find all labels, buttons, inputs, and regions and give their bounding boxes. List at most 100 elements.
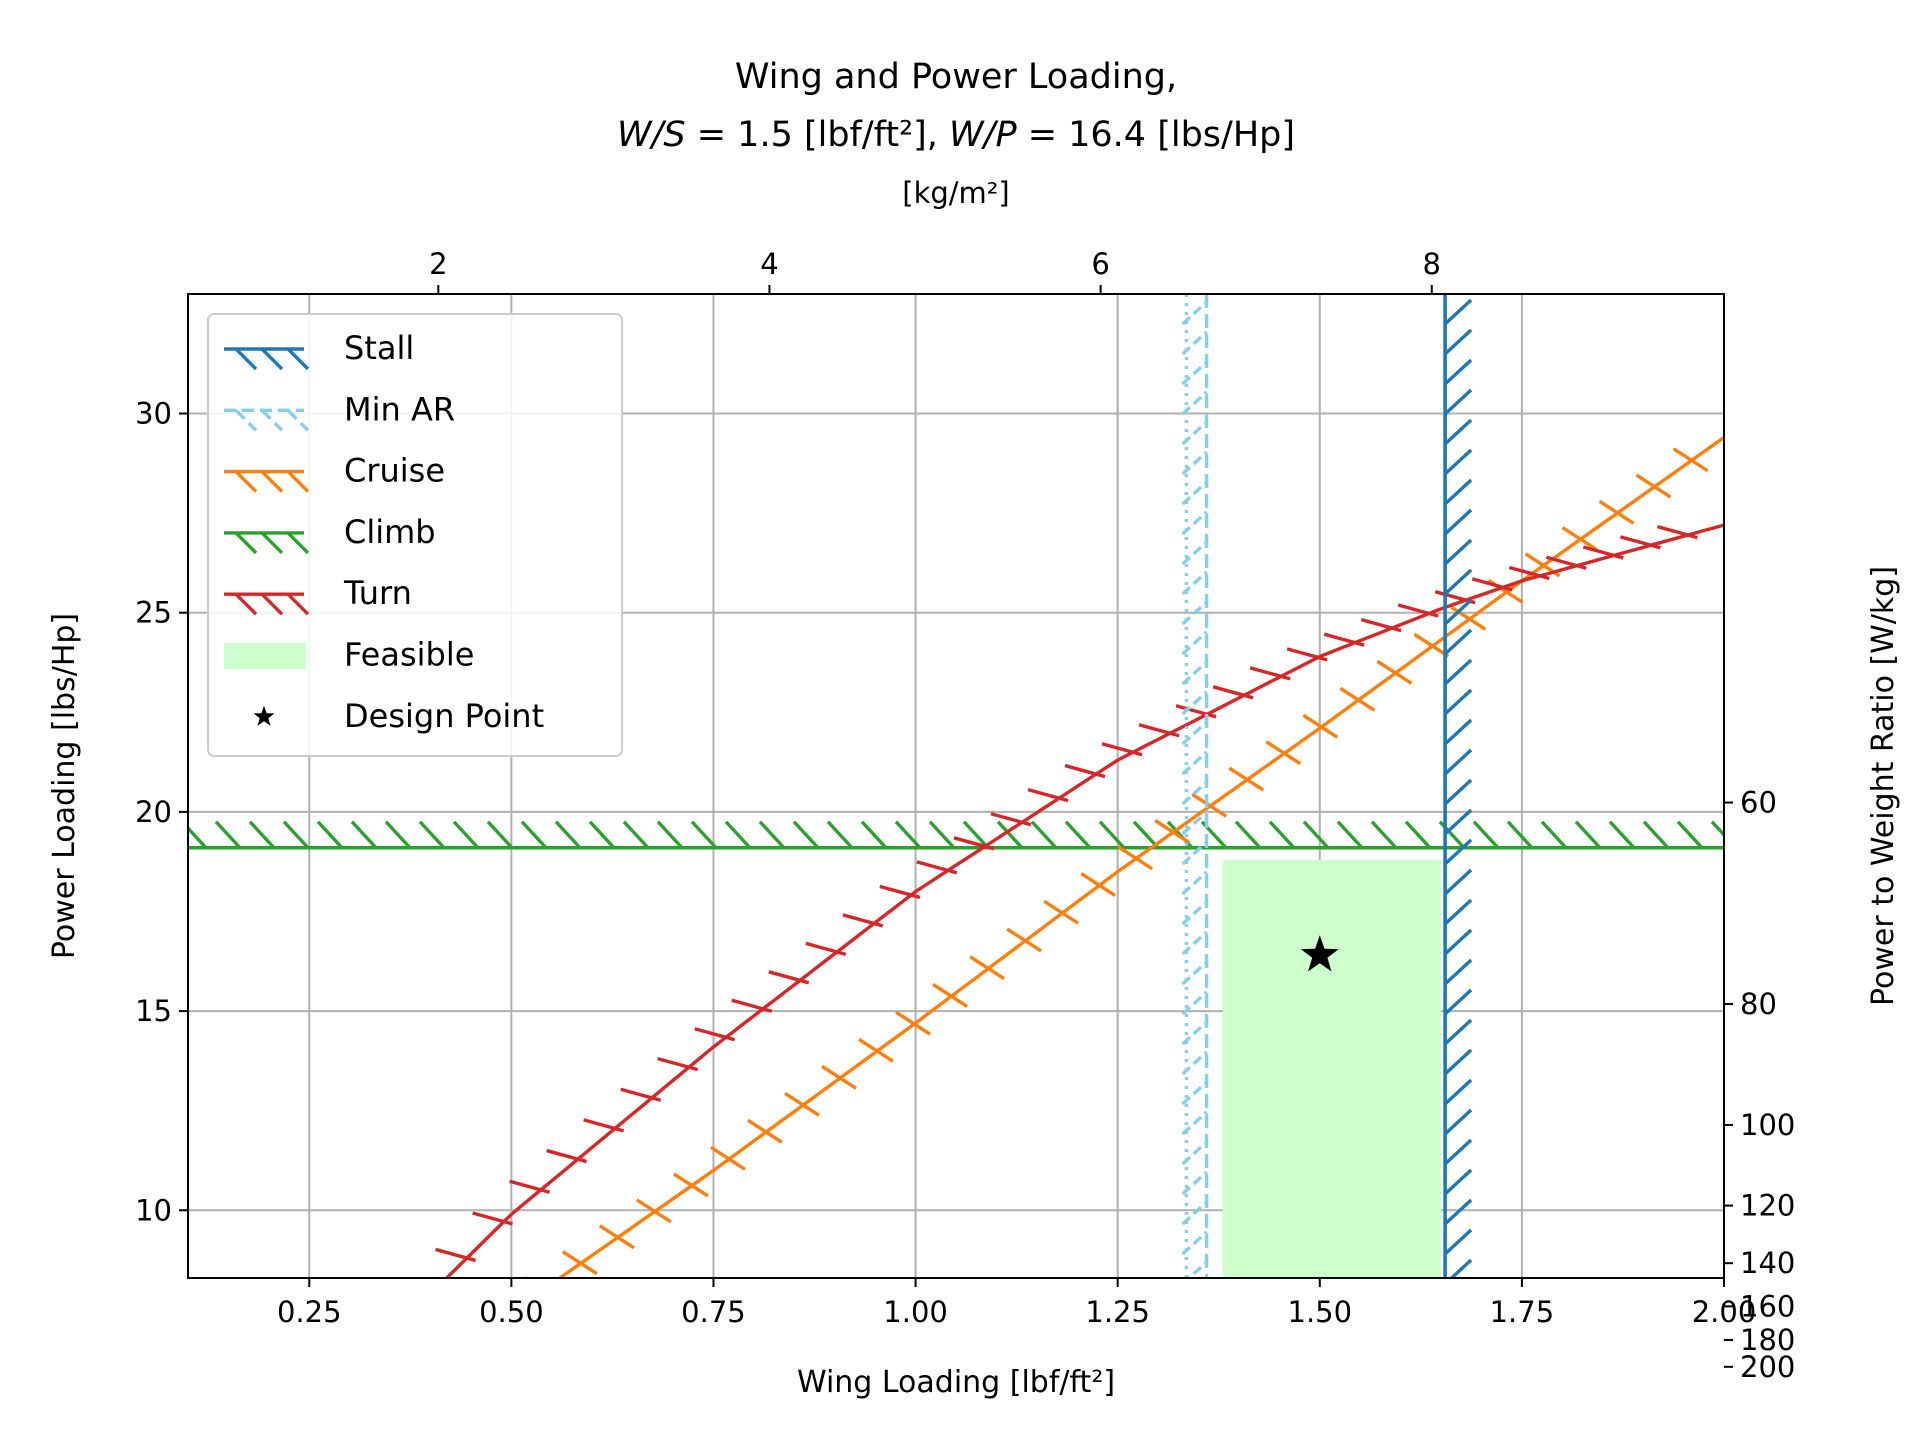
min-ar-hatch [1181, 1110, 1208, 1136]
climb-hatch [894, 820, 922, 849]
legend-item-cruise: Cruise [224, 452, 445, 493]
stall-hatch [1443, 358, 1473, 386]
top-tick-label: 6 [1091, 247, 1109, 281]
right-tick-label: 180 [1740, 1323, 1795, 1357]
climb-hatch [188, 825, 208, 849]
climb-hatch [316, 820, 344, 849]
stall-hatch [1443, 328, 1473, 356]
legend-entries: Stall Min AR Cruise Climb Turn Feasible Design… [224, 329, 544, 735]
x-tick-label: 1.00 [883, 1295, 948, 1329]
turn-hatch [1582, 545, 1624, 560]
climb-hatch [350, 820, 378, 849]
turn-hatch [805, 941, 847, 956]
stall-hatch [1443, 1108, 1473, 1136]
climb-hatch [1506, 820, 1534, 849]
title-ws-value: = 1.5 [lbf/ft²], [686, 115, 949, 155]
feasible-region [1222, 859, 1442, 1278]
stall-hatch [1443, 1168, 1473, 1196]
legend: Stall Min AR Cruise Climb Turn Feasible Design… [207, 313, 623, 757]
turn-hatch [768, 970, 810, 985]
legend-label: Cruise [344, 452, 445, 490]
y-tick-label: 25 [135, 596, 172, 630]
min-ar-hatch [1181, 930, 1208, 956]
right-tick-label: 80 [1740, 987, 1777, 1021]
min-ar-hatch [1181, 900, 1208, 926]
cruise-line [558, 436, 1724, 1278]
min-ar-hatch [1181, 810, 1208, 836]
legend-swatch-hatch [234, 531, 258, 555]
stall-hatch [1443, 778, 1473, 806]
y-tick-label: 15 [135, 994, 172, 1028]
stall-hatch [1443, 748, 1473, 776]
x-tick-label: 0.25 [277, 1295, 342, 1329]
x-tick-label: 2.00 [1692, 1295, 1757, 1329]
climb-hatch [826, 820, 854, 849]
x-tick-label: 1.50 [1288, 1295, 1353, 1329]
stall-hatch [1449, 1258, 1473, 1278]
stall-hatch [1443, 718, 1473, 746]
climb-hatch [656, 820, 684, 849]
turn-hatch [731, 998, 773, 1013]
legend-item-feasible: Feasible [224, 636, 474, 674]
legend-frame [207, 313, 623, 757]
top-tick-label: 2 [429, 247, 447, 281]
stall-hatch [1443, 898, 1473, 926]
legend-label: Design Point [344, 697, 544, 735]
climb-hatch [792, 820, 820, 849]
plot-frame [187, 293, 1725, 1279]
y-tick-label: 10 [135, 1193, 172, 1227]
stall-hatch [1443, 418, 1473, 446]
stall-hatch [1443, 568, 1473, 596]
climb-hatch [486, 820, 514, 849]
min-ar-hatch [1181, 360, 1208, 386]
axis-ticks: 0.25 0.50 0.75 1.00 1.25 1.50 1.75 2.00 10 15 20 25… [135, 247, 1795, 1384]
stall-hatch [1443, 928, 1473, 956]
climb-hatch [758, 820, 786, 849]
min-ar-hatch [1181, 300, 1208, 326]
turn-hatch [1619, 535, 1661, 550]
legend-label: Turn [343, 574, 412, 612]
turn-hatch [472, 1211, 514, 1226]
climb-hatch [1404, 820, 1432, 849]
min-ar-hatch [1181, 450, 1208, 476]
climb-hatch [996, 820, 1024, 849]
climb-hatch [1302, 820, 1330, 849]
legend-item-stall: Stall [224, 329, 414, 371]
top-tick-label: 4 [760, 247, 778, 281]
y-tick-label: 20 [135, 795, 172, 829]
climb-hatch [520, 820, 548, 849]
legend-swatch-hatch [234, 347, 258, 371]
climb-hatch [1642, 820, 1670, 849]
stall-hatch [1443, 808, 1473, 836]
stall-hatch [1443, 1048, 1473, 1076]
x-tick-label: 0.75 [681, 1295, 746, 1329]
climb-hatch [1574, 820, 1602, 849]
title-line-1: Wing and Power Loading, [735, 57, 1177, 97]
legend-swatch-hatch [286, 592, 310, 616]
right-tick-label: 60 [1740, 786, 1777, 820]
legend-swatch-star [253, 705, 275, 726]
turn-hatch [399, 1286, 439, 1297]
min-ar-hatch [1181, 990, 1208, 1016]
legend-item-climb: Climb [224, 513, 436, 555]
climb-hatch [1370, 820, 1398, 849]
legend-item-min-ar: Min AR [224, 390, 455, 432]
climb-hatch [214, 820, 242, 849]
climb-hatch [1676, 820, 1704, 849]
legend-item-design-point: Design Point [253, 697, 544, 735]
stall-hatch [1443, 448, 1473, 476]
turn-hatch [1471, 577, 1513, 592]
feasible-layer [1222, 859, 1442, 1278]
y-tick-label: 30 [135, 397, 172, 431]
legend-swatch-hatch [286, 409, 310, 432]
legend-swatch-hatch [260, 347, 284, 371]
stall-hatch [1443, 298, 1473, 326]
legend-swatch-hatch [260, 409, 284, 432]
turn-hatch [509, 1179, 551, 1194]
title-ws-symbol: W/S [617, 115, 686, 155]
turn-hatch [620, 1087, 662, 1102]
climb-hatch [418, 820, 446, 849]
marker-layer [1300, 935, 1339, 972]
stall-hatch [1443, 988, 1473, 1016]
